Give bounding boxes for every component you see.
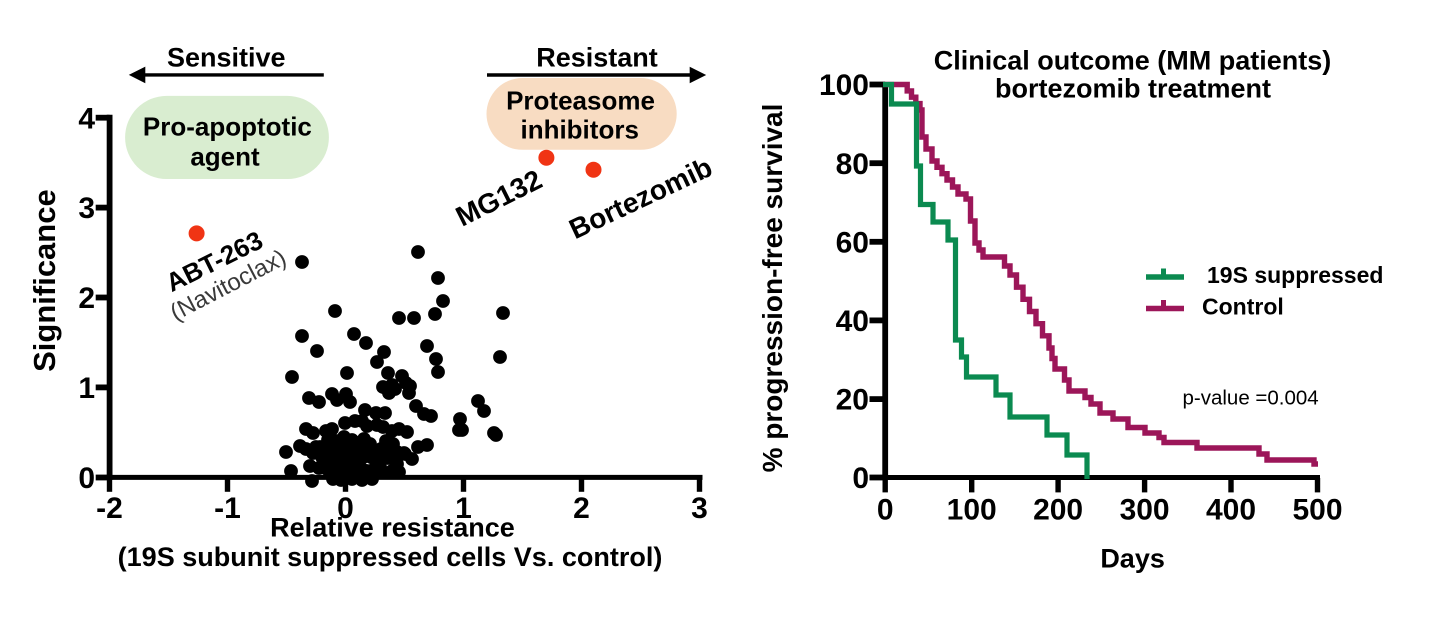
svg-text:1: 1 xyxy=(455,492,472,525)
svg-text:3: 3 xyxy=(691,492,708,525)
svg-text:-1: -1 xyxy=(214,492,241,525)
svg-text:80: 80 xyxy=(836,148,869,181)
svg-text:20: 20 xyxy=(836,384,869,417)
svg-text:1: 1 xyxy=(78,372,95,405)
svg-text:100: 100 xyxy=(947,494,997,527)
svg-text:400: 400 xyxy=(1206,494,1256,527)
svg-text:bortezomib treatment: bortezomib treatment xyxy=(995,74,1271,104)
svg-text:Control: Control xyxy=(1202,294,1284,320)
svg-text:40: 40 xyxy=(836,305,869,338)
svg-text:Sensitive: Sensitive xyxy=(167,43,286,73)
svg-text:2: 2 xyxy=(573,492,590,525)
svg-text:agent: agent xyxy=(190,142,260,172)
svg-text:0: 0 xyxy=(78,462,95,495)
svg-text:100: 100 xyxy=(819,69,869,102)
svg-text:inhibitors: inhibitors xyxy=(520,114,638,144)
svg-text:0: 0 xyxy=(852,462,869,495)
svg-text:Clinical outcome (MM patients): Clinical outcome (MM patients) xyxy=(934,45,1332,75)
svg-text:19S suppressed: 19S suppressed xyxy=(1207,262,1383,288)
svg-text:Relative resistance: Relative resistance xyxy=(270,513,515,543)
svg-text:Significance: Significance xyxy=(27,189,62,372)
svg-text:2: 2 xyxy=(78,282,95,315)
svg-text:% progression-free survival: % progression-free survival xyxy=(757,104,788,473)
svg-text:3: 3 xyxy=(78,192,95,225)
svg-text:0: 0 xyxy=(337,492,354,525)
svg-text:4: 4 xyxy=(78,102,95,135)
svg-text:Proteasome: Proteasome xyxy=(506,85,655,115)
svg-text:p-value =0.004: p-value =0.004 xyxy=(1183,387,1319,410)
svg-text:(19S subunit suppressed cells: (19S subunit suppressed cells Vs. contro… xyxy=(118,542,663,572)
svg-text:60: 60 xyxy=(836,226,869,259)
svg-text:300: 300 xyxy=(1120,494,1170,527)
svg-text:-2: -2 xyxy=(96,492,123,525)
svg-text:200: 200 xyxy=(1033,494,1083,527)
svg-text:Resistant: Resistant xyxy=(536,43,658,73)
svg-text:0: 0 xyxy=(877,494,894,527)
svg-text:Pro-apoptotic: Pro-apoptotic xyxy=(143,111,312,141)
svg-text:500: 500 xyxy=(1292,494,1342,527)
svg-text:Days: Days xyxy=(1100,544,1165,574)
